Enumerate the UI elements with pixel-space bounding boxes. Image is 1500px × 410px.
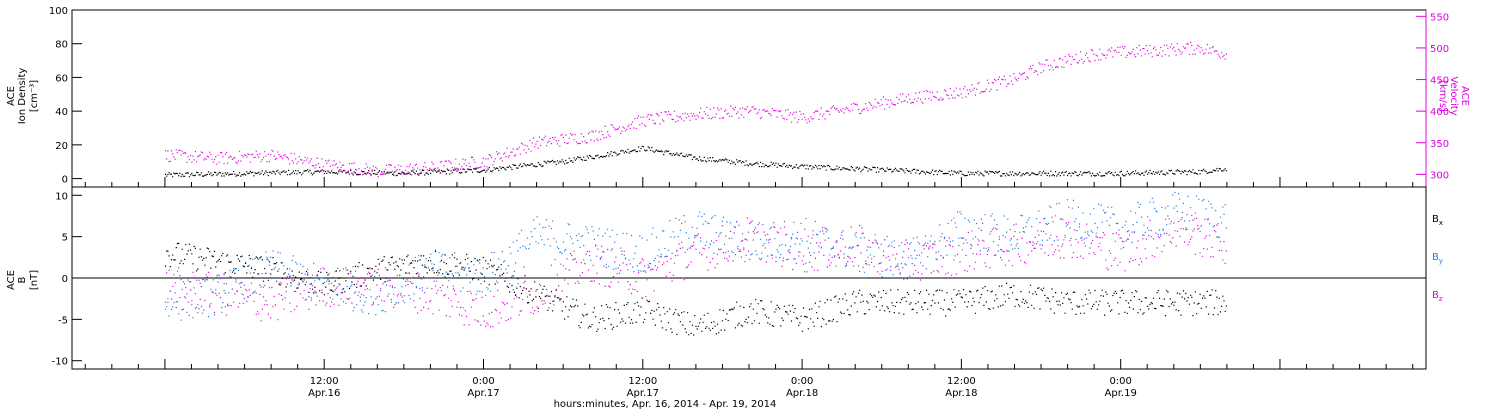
- velocity-ytick-label: 300: [1430, 170, 1449, 181]
- b-ytick-label: -10: [52, 357, 68, 368]
- x-tick-date: Apr.16: [308, 388, 340, 399]
- by-series: [164, 191, 1227, 321]
- b-ytick-label: 0: [62, 274, 68, 285]
- velocity-ylabel-line3: [km/s]: [1437, 80, 1448, 112]
- legend-bz-main: B: [1432, 290, 1439, 301]
- b-ytick-label: -5: [58, 315, 68, 326]
- density-ytick-label: 100: [49, 6, 68, 17]
- density-ytick-label: 80: [55, 40, 68, 51]
- legend-bz-sub: z: [1439, 295, 1443, 303]
- velocity-ytick-label: 350: [1430, 139, 1449, 150]
- x-tick-date: Apr.18: [945, 388, 977, 399]
- x-tick-time: 12:00: [310, 376, 339, 387]
- density-velocity-panel: 0 20 40 60 80 100 300 350 400 450 500 550: [49, 6, 1449, 188]
- velocity-ytick-label: 400: [1430, 107, 1449, 118]
- density-ytick-label: 0: [62, 175, 68, 186]
- x-tick-date: Apr.18: [786, 388, 818, 399]
- x-tick-date: Apr.17: [467, 388, 499, 399]
- b-ylabel-line2: B: [17, 276, 28, 283]
- density-ytick-label: 20: [55, 141, 68, 152]
- velocity-ytick-label: 500: [1430, 44, 1449, 55]
- x-tick-time: 0:00: [791, 376, 813, 387]
- x-tick-date: Apr.19: [1105, 388, 1137, 399]
- b-ytick-label: 10: [55, 191, 68, 202]
- velocity-ytick-label: 450: [1430, 76, 1449, 87]
- legend-bx: Bx: [1432, 214, 1443, 227]
- bx-series: [164, 242, 1227, 336]
- x-tick-time: 0:00: [472, 376, 494, 387]
- density-ylabel-line2: Ion Density: [17, 68, 28, 125]
- density-ytick-label: 60: [55, 73, 68, 84]
- velocity-ytick-label: 550: [1430, 12, 1449, 23]
- legend-by-sub: y: [1439, 257, 1443, 265]
- b-ylabel-line3: [nT]: [29, 270, 40, 290]
- density-ylabel-line3: [cm⁻³]: [29, 80, 40, 112]
- x-tick-date: Apr.17: [627, 388, 659, 399]
- velocity-ylabel-line1: ACE: [1459, 86, 1470, 106]
- x-tick-time: 0:00: [1109, 376, 1131, 387]
- ion-density-series: [164, 145, 1227, 178]
- top-panel-frame: [71, 9, 1427, 188]
- magnetic-field-panel: -10 -5 0 5 10: [52, 186, 1427, 370]
- legend-bx-sub: x: [1439, 219, 1443, 227]
- x-tick-time: 12:00: [628, 376, 657, 387]
- velocity-ylabel-line2: Velocity: [1448, 76, 1459, 115]
- density-ylabel-line1: ACE: [6, 86, 17, 106]
- x-axis-label: hours:minutes, Apr. 16, 2014 - Apr. 19, …: [554, 399, 777, 410]
- legend-by: By: [1432, 252, 1443, 265]
- velocity-series: [164, 41, 1227, 178]
- x-tick-time: 12:00: [947, 376, 976, 387]
- density-ytick-label: 40: [55, 107, 68, 118]
- bz-series: [164, 214, 1227, 328]
- legend-by-main: B: [1432, 252, 1439, 263]
- b-ytick-label: 5: [62, 233, 68, 244]
- legend-bx-main: B: [1432, 214, 1439, 225]
- time-axis: 12:00Apr.160:00Apr.1712:00Apr.170:00Apr.…: [84, 177, 1414, 399]
- legend-bz: Bz: [1432, 290, 1443, 303]
- b-ylabel-line1: ACE: [6, 270, 17, 290]
